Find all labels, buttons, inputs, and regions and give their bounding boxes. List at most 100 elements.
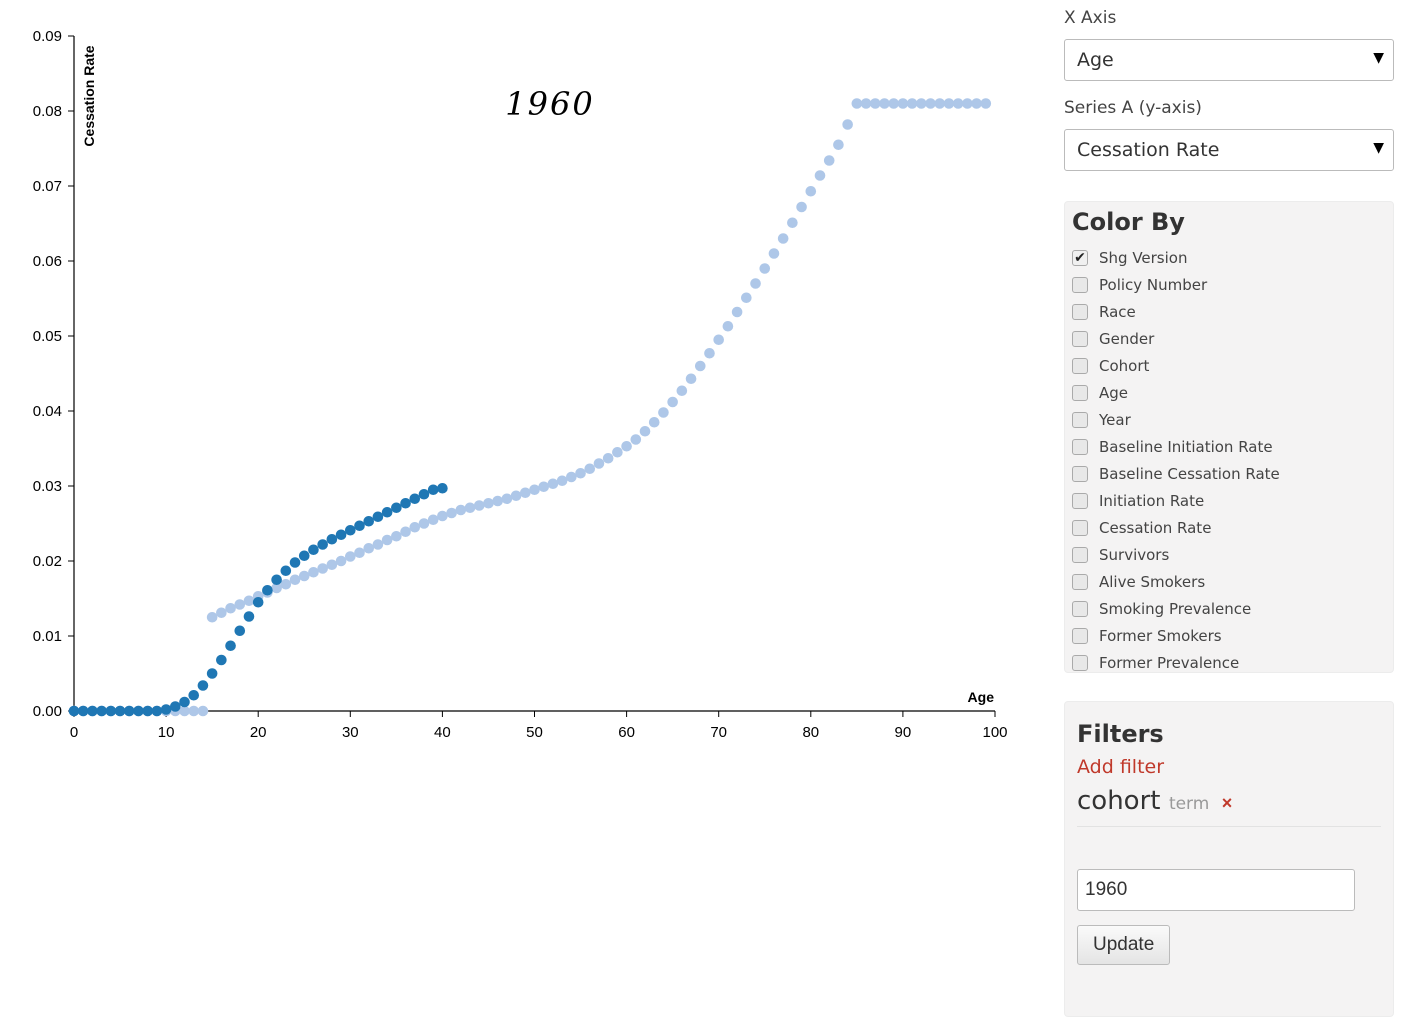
checkbox-icon[interactable] [1072, 519, 1088, 536]
data-point [225, 602, 236, 614]
x-tick-label: 20 [250, 724, 267, 741]
checkbox-checked-icon[interactable]: ✔ [1072, 249, 1088, 266]
data-point [179, 696, 190, 708]
color-by-option[interactable]: Gender [1072, 325, 1386, 352]
update-button[interactable]: Update [1077, 925, 1171, 965]
data-point [179, 705, 190, 717]
color-by-option[interactable]: Cohort [1072, 352, 1386, 379]
active-filter: cohort term × [1077, 786, 1381, 827]
checkbox-icon[interactable] [1072, 600, 1088, 617]
checkbox-icon[interactable] [1072, 330, 1088, 347]
checkbox-icon[interactable] [1072, 492, 1088, 509]
data-point [501, 493, 513, 505]
data-point [455, 504, 467, 516]
chevron-down-icon: ▼ [1373, 140, 1384, 156]
data-point [381, 506, 393, 518]
data-point [372, 511, 384, 523]
checkbox-icon[interactable] [1072, 303, 1088, 320]
data-point [280, 578, 292, 590]
color-by-option[interactable]: Smoking Prevalence [1072, 595, 1386, 622]
color-by-option[interactable]: Survivors [1072, 541, 1386, 568]
series-a-selected-value: Cessation Rate [1077, 139, 1220, 161]
chart-axes: 0 10 20 30 40 50 60 70 80 90 100 0.00 0.01 0.02 0.03 0.… [33, 28, 1008, 741]
checkbox-icon[interactable] [1072, 627, 1088, 644]
color-by-title: Color By [1072, 208, 1185, 236]
data-point [759, 263, 771, 274]
filters-panel: Filters Add filter cohort term × Update [1064, 701, 1394, 1017]
data-point [971, 98, 982, 109]
color-by-option-label: Shg Version [1099, 248, 1188, 267]
color-by-option[interactable]: Alive Smokers [1072, 568, 1386, 595]
data-point [391, 530, 402, 542]
data-point [685, 373, 697, 385]
data-point [326, 559, 338, 571]
filter-field-name: cohort [1077, 786, 1161, 816]
data-point [667, 396, 678, 408]
data-point [363, 542, 375, 554]
checkbox-icon[interactable] [1072, 546, 1088, 563]
filter-type-label: term [1168, 794, 1210, 814]
data-point [234, 599, 246, 610]
color-by-option[interactable]: Initiation Rate [1072, 487, 1386, 514]
y-tick-label: 0.04 [33, 403, 62, 420]
data-point [87, 705, 98, 717]
x-tick-label: 100 [982, 724, 1007, 741]
checkbox-icon[interactable] [1072, 654, 1088, 671]
data-point [952, 98, 964, 109]
x-axis-select[interactable]: Age ▼ [1064, 39, 1394, 81]
data-point [869, 98, 881, 109]
data-point [925, 98, 936, 109]
data-point [335, 529, 347, 541]
data-point [556, 475, 568, 487]
checkbox-icon[interactable] [1072, 465, 1088, 482]
filter-value-input[interactable] [1077, 869, 1355, 911]
color-by-option-label: Initiation Rate [1099, 491, 1205, 510]
data-point [317, 539, 328, 550]
color-by-option[interactable]: Former Smokers [1072, 622, 1386, 649]
x-tick-label: 30 [342, 724, 359, 741]
checkbox-icon[interactable] [1072, 438, 1088, 455]
color-by-option[interactable]: Age [1072, 379, 1386, 406]
color-by-option[interactable]: Year [1072, 406, 1386, 433]
checkbox-icon[interactable] [1072, 411, 1088, 428]
data-point [787, 217, 798, 229]
filters-title: Filters [1077, 720, 1164, 748]
remove-filter-icon[interactable]: × [1221, 793, 1233, 813]
color-by-option-label: Policy Number [1099, 275, 1208, 294]
data-point [906, 98, 918, 109]
x-axis-label: X Axis [1064, 8, 1117, 28]
checkbox-icon[interactable] [1072, 357, 1088, 374]
color-by-option[interactable]: Baseline Cessation Rate [1072, 460, 1386, 487]
data-point [621, 440, 632, 452]
data-point [731, 306, 743, 318]
scatter-chart: 0 10 20 30 40 50 60 70 80 90 100 0.00 0.01 0.02 0.03 0.… [33, 28, 1008, 741]
data-point [243, 611, 255, 622]
color-by-option-label: Baseline Cessation Rate [1099, 464, 1280, 483]
checkbox-icon[interactable] [1072, 573, 1088, 590]
data-point [326, 533, 338, 545]
color-by-option[interactable]: Policy Number [1072, 271, 1386, 298]
x-tick-label: 60 [618, 724, 635, 741]
color-by-option[interactable]: Cessation Rate [1072, 514, 1386, 541]
data-point [796, 201, 807, 213]
color-by-option[interactable]: Former Prevalence [1072, 649, 1386, 676]
color-by-option[interactable]: Race [1072, 298, 1386, 325]
data-point [114, 705, 126, 717]
checkbox-icon[interactable] [1072, 276, 1088, 293]
data-point [980, 98, 992, 109]
data-point [630, 434, 642, 445]
add-filter-link[interactable]: Add filter [1077, 756, 1165, 778]
color-by-option[interactable]: Baseline Initiation Rate [1072, 433, 1386, 460]
checkbox-icon[interactable] [1072, 384, 1088, 401]
color-by-option[interactable]: ✔ Shg Version [1072, 244, 1386, 271]
color-by-option-label: Former Prevalence [1099, 653, 1240, 672]
data-point [345, 524, 356, 536]
series-a-select[interactable]: Cessation Rate ▼ [1064, 129, 1394, 171]
data-point [694, 360, 706, 372]
data-point [833, 139, 844, 151]
data-point [566, 471, 577, 483]
data-point [216, 607, 227, 619]
data-point [335, 555, 347, 567]
data-point [510, 490, 522, 502]
data-point [381, 534, 393, 546]
